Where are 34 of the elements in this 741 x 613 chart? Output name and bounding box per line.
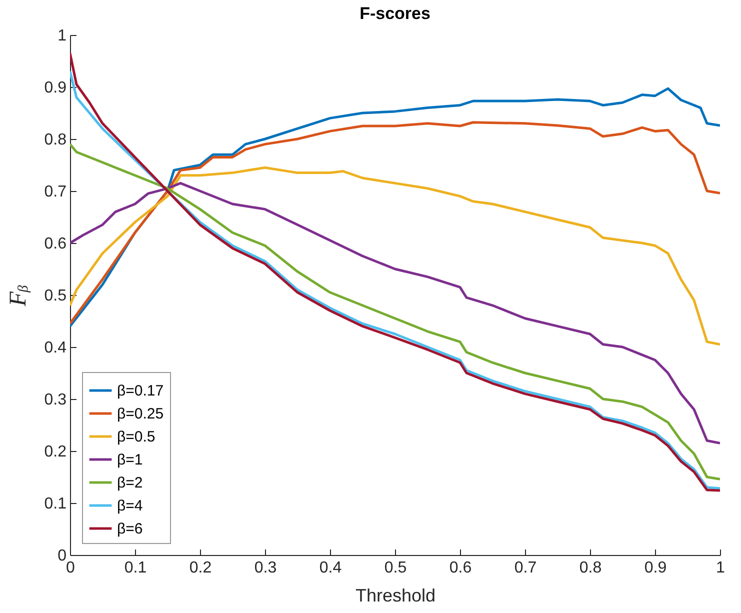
legend-label: β=0.25 — [117, 406, 164, 422]
y-tick-label: 0.2 — [44, 444, 67, 460]
y-tick-label: 0.7 — [44, 184, 67, 200]
y-tick-label: 0.8 — [44, 132, 67, 148]
line-series — [70, 166, 720, 346]
x-tick-label: 0.1 — [124, 560, 147, 576]
x-tick-label: 0.7 — [514, 560, 537, 576]
legend-label: β=6 — [117, 520, 143, 538]
y-tick-label: 0.9 — [44, 80, 67, 96]
legend-label: β=4 — [117, 498, 143, 514]
x-tick-label: 0.6 — [449, 560, 472, 576]
y-tick-label: 0.3 — [44, 392, 67, 408]
x-tick-label: 0.8 — [579, 560, 602, 576]
legend-label: β=1 — [117, 452, 143, 468]
y-tick-label: 0 — [58, 548, 67, 564]
x-axis-title: Threshold — [355, 586, 436, 606]
y-tick-label: 1 — [58, 28, 67, 44]
line-series — [70, 121, 720, 325]
x-tick-label: 1 — [716, 560, 726, 576]
x-tick-label: 0.9 — [644, 560, 667, 576]
x-tick-label: 0.4 — [319, 560, 342, 576]
y-axis-title: Fᵦ — [5, 284, 32, 308]
y-tick-label: 0.4 — [44, 340, 67, 356]
line-series — [70, 182, 720, 444]
legend-label: β=2 — [117, 474, 143, 492]
x-tick-label: 0.2 — [189, 560, 212, 576]
chart-title: F-scores — [360, 4, 430, 23]
y-tick-label: 0.6 — [44, 236, 67, 252]
y-tick-label: 0.5 — [44, 288, 67, 304]
legend-label: β=0.17 — [117, 382, 164, 400]
legend-label: β=0.5 — [117, 428, 156, 446]
x-tick-label: 0.5 — [384, 560, 407, 576]
y-tick-label: 0.1 — [44, 496, 67, 512]
x-tick-label: 0.3 — [254, 560, 277, 576]
